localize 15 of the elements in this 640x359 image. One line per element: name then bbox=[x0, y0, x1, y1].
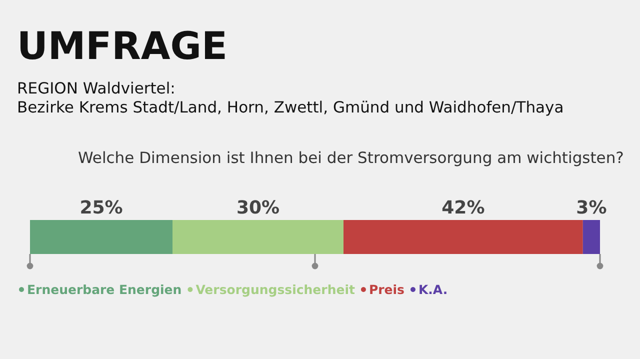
chart-subtitle: REGION Waldviertel: Bezirke Krems Stadt/Land, Horn, Zwettl, Gmünd und Waidhofen/Thaya bbox=[17, 80, 564, 116]
legend-label: Erneuerbare Energien bbox=[27, 282, 182, 297]
data-label: 30% bbox=[236, 198, 280, 218]
text: Welche Dimension ist Ihnen bei der Stromversorgung am wichtigsten? bbox=[78, 149, 624, 167]
bar bbox=[344, 220, 583, 254]
data-label: 42% bbox=[442, 198, 485, 218]
chart-title: UMFRAGE bbox=[17, 24, 228, 68]
bar bbox=[582, 220, 600, 254]
data-label: 25% bbox=[80, 198, 123, 218]
legend-label: Versorgungssicherheit bbox=[196, 282, 355, 297]
legend-label: K.A. bbox=[418, 282, 448, 297]
bar bbox=[30, 220, 172, 254]
bar bbox=[172, 220, 344, 254]
data-label: 3% bbox=[576, 198, 607, 218]
legend-label: Preis bbox=[368, 282, 404, 297]
